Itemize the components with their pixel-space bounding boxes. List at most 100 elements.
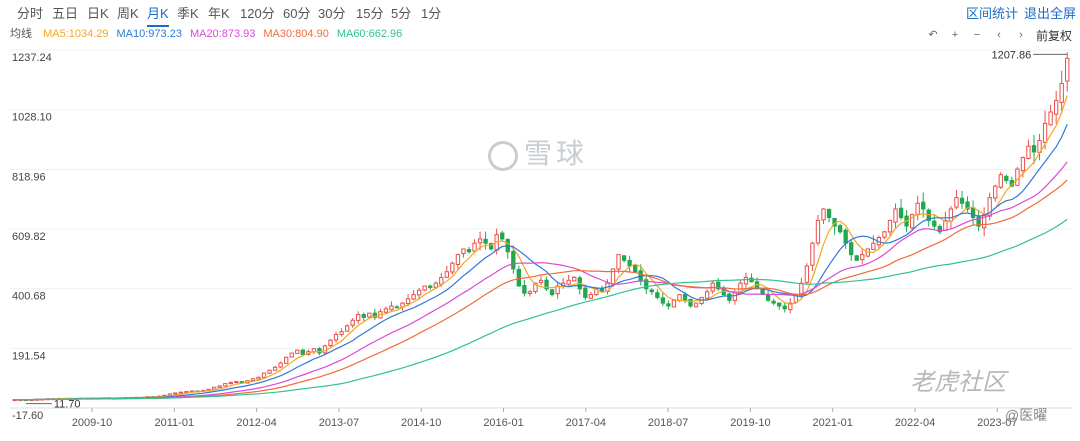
candle-body [837,225,843,233]
candle-body [184,391,189,394]
low-label: 11.70 [54,399,81,411]
x-tick-label: 2022-04 [895,417,935,429]
tab-period[interactable]: 五日 [52,6,79,21]
tab-period[interactable]: 季K [177,6,199,21]
candle-body [356,314,361,321]
tab-period[interactable]: 120分 [240,6,275,21]
candle-body [367,312,372,318]
candle-body [549,289,555,296]
candle-body [993,185,998,199]
candle-body [439,276,444,285]
candle-body [915,202,920,216]
candle-body [450,262,455,273]
candle-body [223,383,228,387]
candle-body [350,319,355,326]
candle-body [405,298,411,305]
right-icon[interactable]: › [1019,29,1023,41]
tab-period[interactable]: 分时 [17,6,44,21]
candle-body [1020,157,1026,172]
candle-body [621,255,627,261]
candle-body [871,242,876,251]
tab-period[interactable]: 15分 [356,6,384,21]
tab-period[interactable]: 5分 [391,6,412,21]
high-label: 1207.86 [991,49,1031,61]
candlestick-chart[interactable]: 1237.24 1028.10 818.96 609.82 400.68 191.54 -1… [0,42,1080,441]
tab-period[interactable]: 周K [117,6,139,21]
ma-legend-item: MA30:804.90 [263,28,329,40]
candle-body [965,201,970,210]
y-tick-label: 818.96 [12,171,46,183]
candle-body [488,242,494,250]
tab-period[interactable]: 1分 [421,6,442,21]
candle-body [782,305,787,310]
candle-body [898,207,904,219]
candle-body [588,294,594,299]
candle-body [272,366,278,371]
chart-controls: ↶ + − ‹ › 前复权 [918,27,1072,43]
candle-body [1053,100,1059,115]
ma-line [14,218,1068,401]
price-adjust-select[interactable]: 前复权 [1035,28,1072,43]
candle-body [1048,111,1053,126]
candle-body [322,345,328,354]
period-toolbar: 分时 五日 日K 周K 月K 季K 年K 120分 60分 30分 15分 5分 1分 区间统计 退出全屏 [0,0,1080,28]
candle-body [461,248,466,255]
zoom-in-icon[interactable]: + [951,29,959,41]
y-tick-label: 400.68 [12,291,46,303]
x-tick-label: 2017-04 [566,417,606,429]
candle-body [178,391,184,394]
tab-period[interactable]: 月K [147,4,169,27]
zoom-out-icon[interactable]: − [973,29,981,41]
ma-line [14,124,1068,401]
candle-body [477,238,483,244]
candle-body [250,378,256,382]
candle-body [339,331,344,335]
y-tick-label: -17.60 [12,410,43,422]
candle-body [937,225,942,233]
candle-body [627,260,632,267]
candle-body [887,219,893,233]
candle-body [444,271,449,278]
candle-body [383,308,389,313]
candle-body [483,238,488,244]
candle-body [804,265,810,283]
y-tick-label: 1028.10 [12,112,52,124]
candle-body [909,214,915,229]
candle-body [693,302,699,308]
candle-body [300,349,305,355]
tab-period[interactable]: 日K [87,6,109,21]
candle-body [411,294,416,300]
candle-body [538,279,544,283]
ma-line [14,161,1068,401]
candle-body [173,392,178,395]
candle-body [361,314,366,318]
range-stats-button[interactable]: 区间统计 [966,6,1019,21]
candle-body [843,229,848,244]
candle-body [522,285,527,294]
y-tick-label: 1237.24 [12,52,52,64]
left-icon[interactable]: ‹ [997,29,1001,41]
x-tick-label: 2014-10 [401,417,441,429]
candle-body [583,287,588,298]
x-tick-label: 2019-10 [730,417,770,429]
candle-body [727,293,732,301]
undo-icon[interactable]: ↶ [928,29,938,41]
tab-period[interactable]: 年K [208,6,230,21]
candle-body [500,232,505,240]
candle-body [1065,57,1070,82]
xueqiu-watermark: 雪球 [488,132,588,172]
tab-period[interactable]: 60分 [283,6,311,21]
tab-period[interactable]: 30分 [318,6,346,21]
candle-body [455,254,461,265]
candle-body [544,279,549,290]
candle-body [533,282,538,293]
candle-body [416,289,422,296]
exit-fullscreen-button[interactable]: 退出全屏 [1024,6,1077,21]
y-tick-label: 609.82 [12,231,46,243]
candle-body [333,334,339,341]
laohu-watermark: 老虎社区 [910,369,1006,396]
x-tick-label: 2021-01 [813,417,853,429]
candle-body [228,381,233,385]
x-tick-label: 2018-07 [648,417,688,429]
candle-body [810,242,815,266]
